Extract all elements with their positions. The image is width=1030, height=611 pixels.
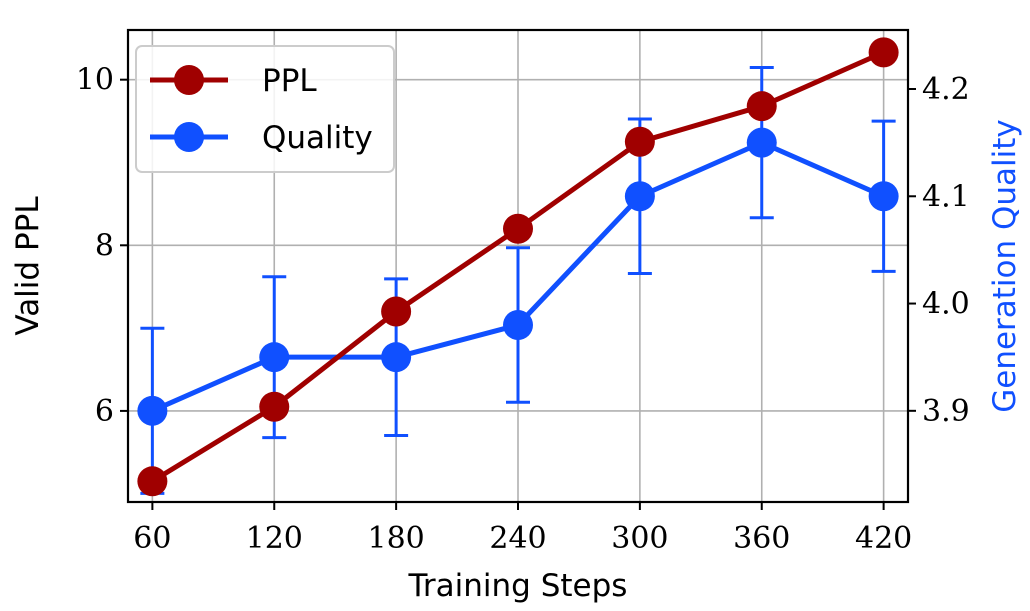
ppl-point <box>259 391 290 422</box>
x-tick-label: 240 <box>489 521 546 556</box>
x-tick-label: 180 <box>367 521 424 556</box>
y-left-tick-label: 10 <box>76 63 114 98</box>
legend: PPL Quality <box>135 45 395 173</box>
ticks: 60 120 180 240 300 360 420 6 8 10 3.9 4.0 4.1 4.2 <box>76 63 970 556</box>
x-tick-label: 120 <box>246 521 303 556</box>
legend-label: Quality <box>262 120 373 156</box>
y-right-tick-label: 3.9 <box>922 394 970 429</box>
ppl-point <box>503 213 533 244</box>
ppl-point <box>868 37 899 68</box>
y-right-tick-label: 4.1 <box>922 179 970 214</box>
y-axis-left-title: Valid PPL <box>10 196 46 336</box>
quality-point <box>381 342 412 373</box>
y-axis-right-title: Generation Quality <box>987 119 1023 413</box>
x-axis-title: Training Steps <box>408 568 628 604</box>
series-layer <box>137 37 899 497</box>
ppl-point <box>624 126 655 157</box>
x-tick-label: 360 <box>733 521 790 556</box>
y-right-tick-label: 4.2 <box>922 72 970 107</box>
x-tick-label: 60 <box>133 521 171 556</box>
ppl-point <box>137 466 168 497</box>
quality-point <box>503 310 533 340</box>
series-ppl <box>137 37 899 497</box>
quality-point <box>137 395 168 426</box>
legend-marker <box>174 122 204 152</box>
x-tick-label: 300 <box>611 521 668 556</box>
y-right-tick-label: 4.0 <box>922 287 970 322</box>
ppl-point <box>381 296 412 327</box>
y-left-tick-label: 8 <box>95 228 114 263</box>
grid <box>128 30 908 502</box>
ppl-point <box>746 91 777 122</box>
y-left-tick-label: 6 <box>95 394 114 429</box>
legend-label: PPL <box>262 63 317 99</box>
series-quality <box>137 66 899 495</box>
quality-point <box>746 127 777 158</box>
legend-marker <box>174 65 204 95</box>
quality-point <box>259 342 290 373</box>
x-tick-label: 420 <box>855 521 912 556</box>
quality-point <box>868 181 899 212</box>
quality-point <box>624 181 655 212</box>
